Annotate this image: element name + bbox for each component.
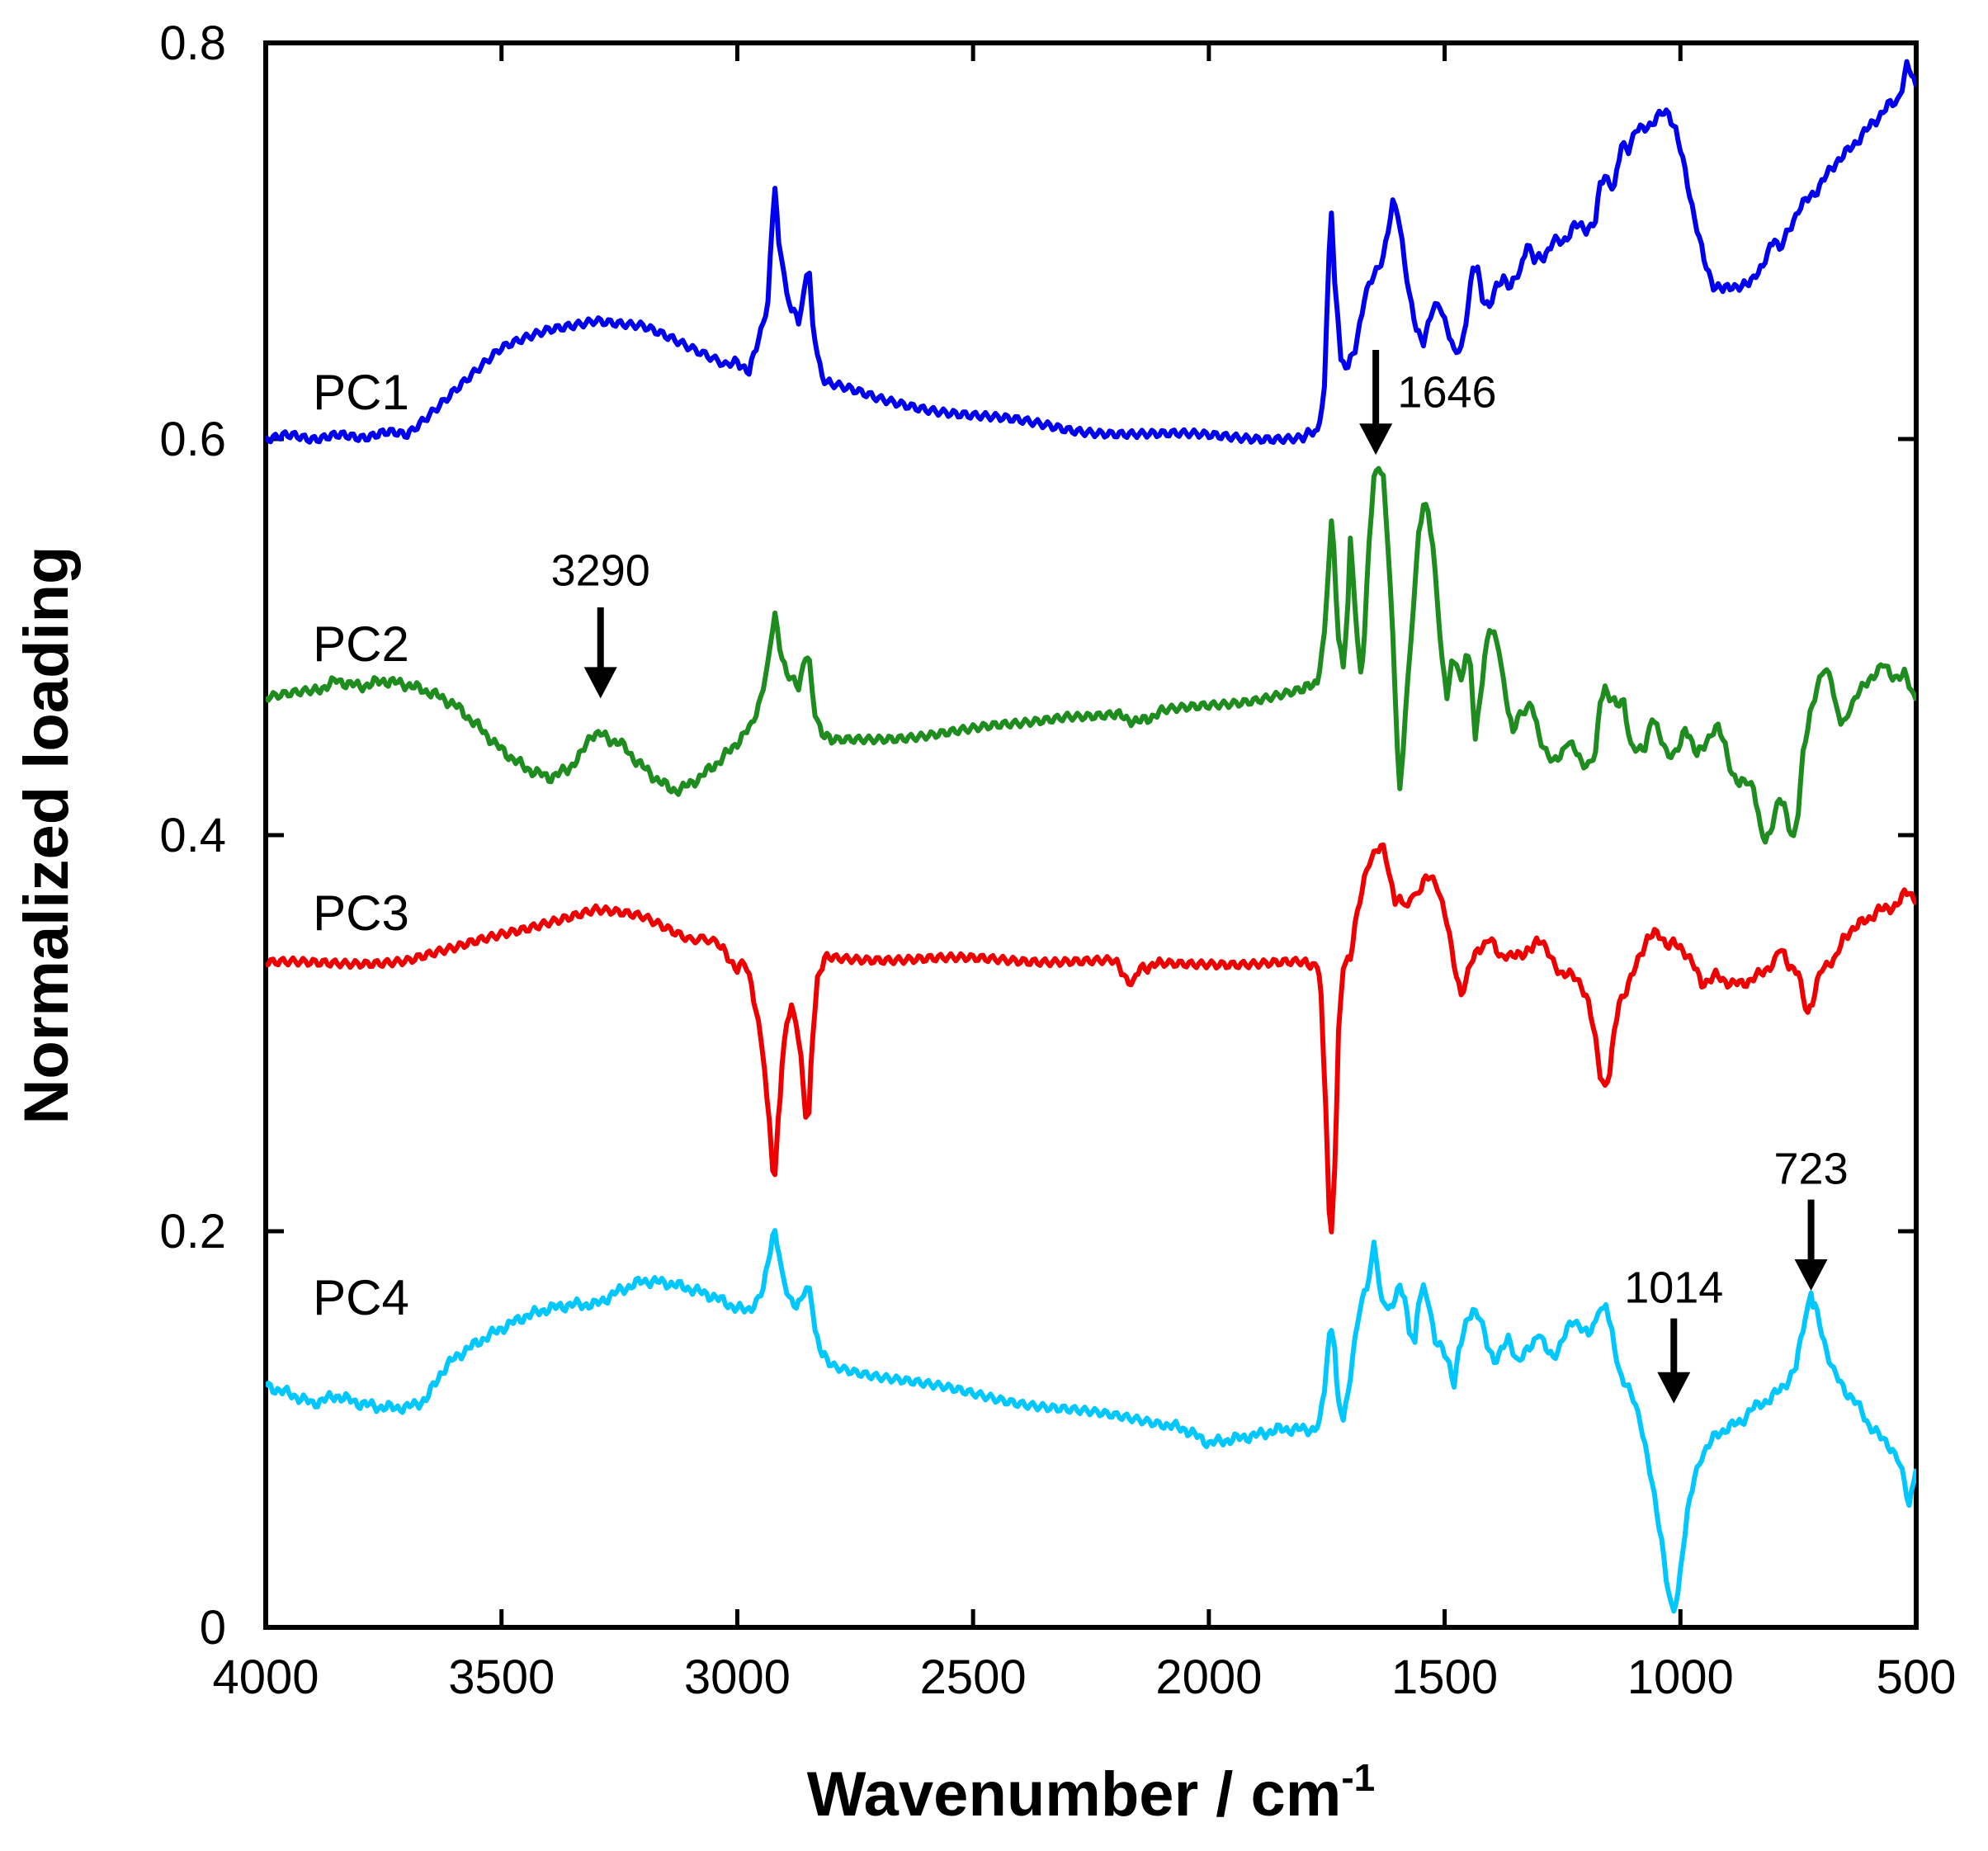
annotation-arrow-head bbox=[583, 667, 617, 699]
y-tick-label: 0.4 bbox=[159, 809, 226, 862]
series-label-pc3: PC3 bbox=[313, 885, 409, 941]
y-tick-label: 0.6 bbox=[159, 413, 226, 466]
series-label-pc4: PC4 bbox=[313, 1270, 409, 1325]
y-tick-label: 0 bbox=[200, 1601, 226, 1655]
series-line-pc3 bbox=[266, 842, 1916, 1235]
y-tick-label: 0.2 bbox=[159, 1205, 226, 1258]
annotation-label-723: 723 bbox=[1774, 1144, 1849, 1193]
x-tick-label: 2000 bbox=[1155, 1650, 1262, 1704]
x-tick-label: 1500 bbox=[1391, 1650, 1498, 1704]
series-label-pc2: PC2 bbox=[313, 616, 409, 672]
x-axis-title-text: Wavenumber / cm bbox=[807, 1759, 1342, 1830]
x-tick-label: 3500 bbox=[448, 1650, 555, 1704]
series-line-pc2 bbox=[266, 465, 1916, 845]
x-tick-label: 2500 bbox=[920, 1650, 1027, 1704]
y-tick-label: 0.8 bbox=[159, 17, 226, 70]
series-line-pc4 bbox=[266, 1228, 1916, 1614]
annotation-label-3290: 3290 bbox=[551, 546, 650, 596]
annotation-arrow-head bbox=[1794, 1259, 1828, 1291]
annotation-arrow-head bbox=[1359, 423, 1393, 456]
peak-annotations: 1646 3290 723 1014 bbox=[551, 350, 1849, 1404]
x-tick-label: 4000 bbox=[212, 1650, 319, 1704]
x-axis-ticks: 4000 3500 3000 2500 2000 1500 1000 500 bbox=[212, 43, 1956, 1704]
y-axis-ticks: 0 0.2 0.4 0.6 0.8 bbox=[159, 17, 1916, 1655]
annotation-arrow-head bbox=[1657, 1372, 1691, 1404]
x-axis-title: Wavenumber / cm-1 bbox=[807, 1756, 1376, 1830]
x-tick-label: 500 bbox=[1877, 1650, 1957, 1704]
series-labels: PC1 PC2 PC3 PC4 bbox=[313, 365, 409, 1325]
x-tick-label: 1000 bbox=[1627, 1650, 1734, 1704]
y-axis-title: Normalized loading bbox=[12, 546, 82, 1125]
x-tick-label: 3000 bbox=[684, 1650, 791, 1704]
x-axis-title-superscript: -1 bbox=[1341, 1756, 1375, 1799]
annotation-label-1646: 1646 bbox=[1397, 368, 1496, 418]
annotation-label-1014: 1014 bbox=[1624, 1263, 1723, 1312]
series-layer bbox=[266, 59, 1916, 1614]
series-line-pc1 bbox=[266, 59, 1916, 446]
series-label-pc1: PC1 bbox=[313, 365, 409, 420]
